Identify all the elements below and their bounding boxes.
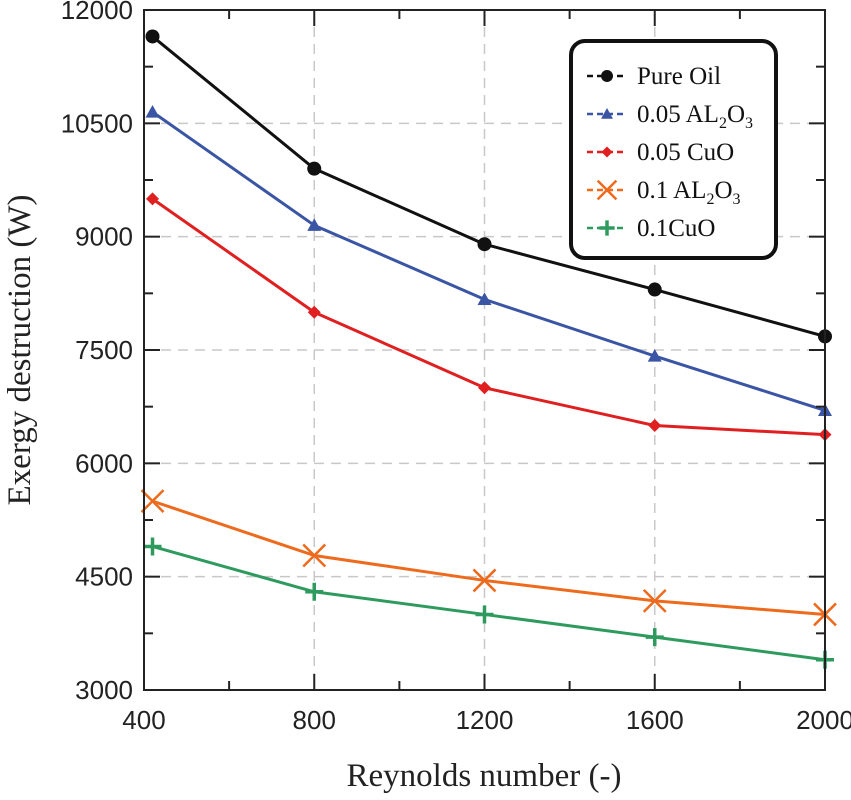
ticks bbox=[143, 9, 826, 691]
y-tick-label: 10500 bbox=[61, 108, 133, 138]
data-point bbox=[475, 605, 494, 624]
legend-item-0: Pure Oil bbox=[587, 63, 721, 90]
legend-item-2: 0.05 CuO bbox=[587, 139, 734, 166]
legend-label: 0.05 CuO bbox=[637, 139, 734, 166]
data-point bbox=[143, 537, 162, 556]
series-2 bbox=[146, 192, 832, 442]
legend-label-mid: O bbox=[714, 177, 732, 204]
data-point bbox=[647, 349, 662, 362]
legend-swatch-marker bbox=[599, 220, 615, 236]
data-point bbox=[145, 105, 160, 118]
data-point bbox=[307, 161, 322, 176]
legend-label: 0.1CuO bbox=[637, 215, 715, 242]
x-tick-label: 800 bbox=[293, 705, 336, 735]
legend-label: Pure Oil bbox=[637, 63, 721, 90]
data-point bbox=[477, 237, 492, 252]
legend-item-3: 0.1 AL2O3 bbox=[587, 177, 741, 208]
legend-label-sub: 3 bbox=[733, 191, 741, 208]
data-point bbox=[472, 568, 497, 593]
y-tick-label: 3000 bbox=[75, 675, 133, 705]
data-point bbox=[645, 628, 664, 647]
legend-box bbox=[569, 39, 778, 260]
x-tick-label: 1200 bbox=[456, 705, 514, 735]
data-point bbox=[302, 543, 327, 568]
data-point bbox=[145, 29, 160, 44]
series-1 bbox=[145, 105, 832, 417]
legend-label-base: 0.1 AL bbox=[637, 177, 706, 204]
series-4 bbox=[143, 537, 834, 669]
series-3 bbox=[140, 489, 837, 627]
data-point bbox=[478, 381, 491, 395]
legend-label-mid: O bbox=[727, 101, 745, 128]
series-layer bbox=[140, 29, 837, 669]
x-tick-label: 400 bbox=[122, 705, 165, 735]
legend-label-sub: 2 bbox=[706, 191, 714, 208]
legend-label: 0.05 AL2O3 bbox=[637, 101, 753, 132]
legend-label-sub: 2 bbox=[719, 115, 727, 132]
legend-label-base: 0.05 CuO bbox=[637, 139, 734, 166]
data-point bbox=[146, 192, 160, 206]
legend-swatch-marker bbox=[601, 70, 613, 82]
data-point bbox=[140, 489, 165, 513]
legend-swatch-marker bbox=[601, 146, 613, 158]
legend-label-base: 0.1CuO bbox=[637, 215, 715, 242]
data-point bbox=[648, 419, 662, 433]
x-axis-title: Reynolds number (-) bbox=[347, 758, 622, 794]
legend-label-base: Pure Oil bbox=[637, 63, 721, 90]
legend-item-1: 0.05 AL2O3 bbox=[587, 101, 753, 132]
series-line bbox=[152, 499, 826, 616]
y-axis-title: Exergy destruction (W) bbox=[2, 195, 38, 506]
legend-item-4: 0.1CuO bbox=[587, 215, 715, 242]
y-tick-label: 12000 bbox=[61, 0, 133, 25]
legend-label-base: 0.05 AL bbox=[637, 101, 719, 128]
legend-label-sub: 3 bbox=[745, 115, 753, 132]
y-tick-label: 4500 bbox=[75, 562, 133, 592]
legend-swatch-marker bbox=[601, 108, 613, 119]
y-tick-label: 9000 bbox=[75, 222, 133, 252]
legend-swatch-marker bbox=[596, 179, 618, 201]
legend-label: 0.1 AL2O3 bbox=[637, 177, 741, 208]
x-tick-label: 2000 bbox=[796, 705, 851, 735]
data-point bbox=[647, 282, 662, 297]
y-tick-label: 7500 bbox=[75, 335, 133, 365]
data-point bbox=[307, 218, 322, 231]
series-0 bbox=[145, 29, 832, 344]
tick-labels: 400 800 1200 1600 2000 3000 4500 6000 7500 9000 10… bbox=[61, 0, 851, 735]
data-point bbox=[307, 305, 321, 319]
series-line bbox=[152, 545, 826, 662]
x-tick-label: 1600 bbox=[626, 705, 684, 735]
data-point bbox=[305, 582, 324, 601]
data-point bbox=[642, 588, 667, 613]
y-tick-label: 6000 bbox=[75, 448, 133, 478]
data-point bbox=[477, 292, 492, 305]
